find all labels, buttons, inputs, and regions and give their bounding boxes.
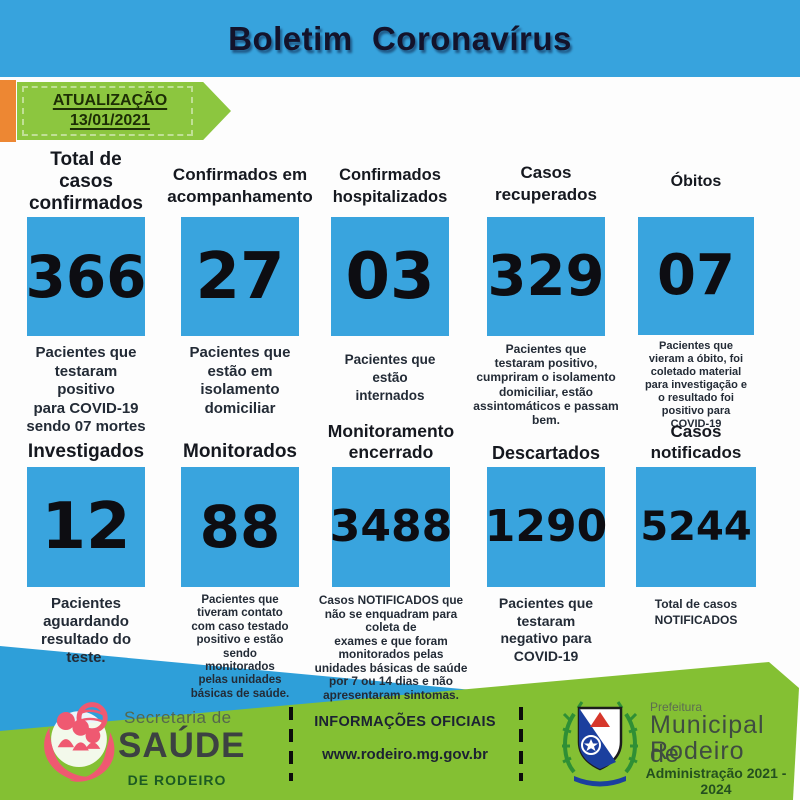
stat-value-box: 27 [181,217,299,336]
stat-value-box: 3488 [329,467,453,587]
city-hall-pre-label: Prefeitura [650,700,703,714]
update-date: 13/01/2021 [69,112,151,129]
page-title: Boletim Coronavírus [228,19,572,57]
stat-card-investigados: Investigados 12 Pacientes aguardando res… [12,415,160,667]
stat-label: Monitoramento encerrado [327,421,455,462]
stat-description: Pacientes que estão internados [344,352,436,403]
health-dept-logo-icon [44,702,115,782]
stat-value: 3488 [329,501,453,552]
orange-accent-bar [0,80,16,142]
dashed-divider [289,707,293,781]
stat-value: 07 [657,243,735,308]
stat-label: Investigados [27,441,145,462]
stat-label: Descartados [491,443,601,463]
stat-description: Total de casos NOTIFICADOS [654,597,738,627]
stat-value-box: 88 [181,467,299,587]
stat-card-recuperados: Casos recuperados 329 Pacientes que test… [473,145,618,427]
official-info-block: INFORMAÇÕES OFICIAIS www.rodeiro.mg.gov.… [300,714,510,763]
stat-card-obitos: Óbitos 07 Pacientes que vieram a óbito, … [630,145,762,431]
stat-label: Casos recuperados [494,163,598,204]
health-dept-name: SAÚDE [118,726,246,765]
stat-value: 88 [199,493,281,561]
update-badge: ATUALIZAÇÃO 13/01/2021 [17,82,231,140]
stat-description: Pacientes que testaram positivo, cumprir… [473,342,619,428]
stat-card-monitorados: Monitorados 88 Pacientes que tiveram con… [166,415,314,701]
stat-value: 1290 [484,501,608,552]
stat-label: Confirmados em acompanhamento [167,165,313,206]
stat-value-box: 12 [27,467,145,587]
stat-description: Pacientes que vieram a óbito, foi coleta… [644,340,748,430]
stat-label: Monitorados [183,441,297,462]
header-banner: Boletim Coronavírus [0,0,800,77]
stat-description: Pacientes que estão em isolamento domici… [189,344,291,417]
stat-label: Casos notificados [650,422,742,462]
update-label: ATUALIZAÇÃO [52,92,168,109]
dashed-divider [519,707,523,781]
city-hall-admin-label: Administração 2021 - 2024 [645,765,787,797]
stat-value-box: 329 [487,217,605,336]
city-hall-crest-icon [562,701,638,787]
stat-value-box: 1290 [484,467,608,587]
stat-label: Confirmados hospitalizados [332,166,448,206]
stat-value-box: 03 [331,217,449,336]
stat-description: Casos NOTIFICADOS que não se enquadram p… [314,593,468,702]
stat-description: Pacientes que testaram negativo para COV… [498,595,594,664]
stat-value: 12 [41,490,131,564]
stat-value: 5244 [640,504,752,550]
official-website-link[interactable]: www.rodeiro.mg.gov.br [322,746,488,763]
stat-card-notificados: Casos notificados 5244 Total de casos NO… [630,415,762,628]
stat-description: Pacientes que testaram positivo para COV… [26,344,146,435]
stat-description: Pacientes aguardando resultado do teste. [40,595,131,666]
stat-value: 27 [195,239,285,314]
stat-value-box: 366 [25,217,147,336]
city-hall-name-line2: Rodeiro [650,737,745,765]
stat-value-box: 07 [638,217,754,335]
health-dept-sub-label: DE RODEIRO [127,772,227,788]
stat-card-acompanhamento: Confirmados em acompanhamento 27 Pacient… [158,145,322,418]
official-info-title: INFORMAÇÕES OFICIAIS [314,714,496,730]
stat-card-monitoramento-encerrado: Monitoramento encerrado 3488 Casos NOTIF… [315,415,468,702]
stat-card-confirmados: Total de casos confirmados 366 Pacientes… [12,145,160,437]
stat-value: 366 [25,242,147,311]
stat-card-descartados: Descartados 1290 Pacientes que testaram … [478,415,614,665]
stat-card-hospitalizados: Confirmados hospitalizados 03 Pacientes … [320,145,460,405]
stat-label: Óbitos [670,173,722,190]
city-hall-name-line1: Municipal de [650,711,765,768]
stat-value: 329 [487,243,605,309]
stat-value-box: 5244 [636,467,756,587]
stat-label: Total de casos confirmados [28,149,144,214]
health-dept-pre-label: Secretaria de [124,708,232,727]
stat-description: Pacientes que tiveram contato com caso t… [190,594,290,700]
stat-value: 03 [345,239,435,314]
